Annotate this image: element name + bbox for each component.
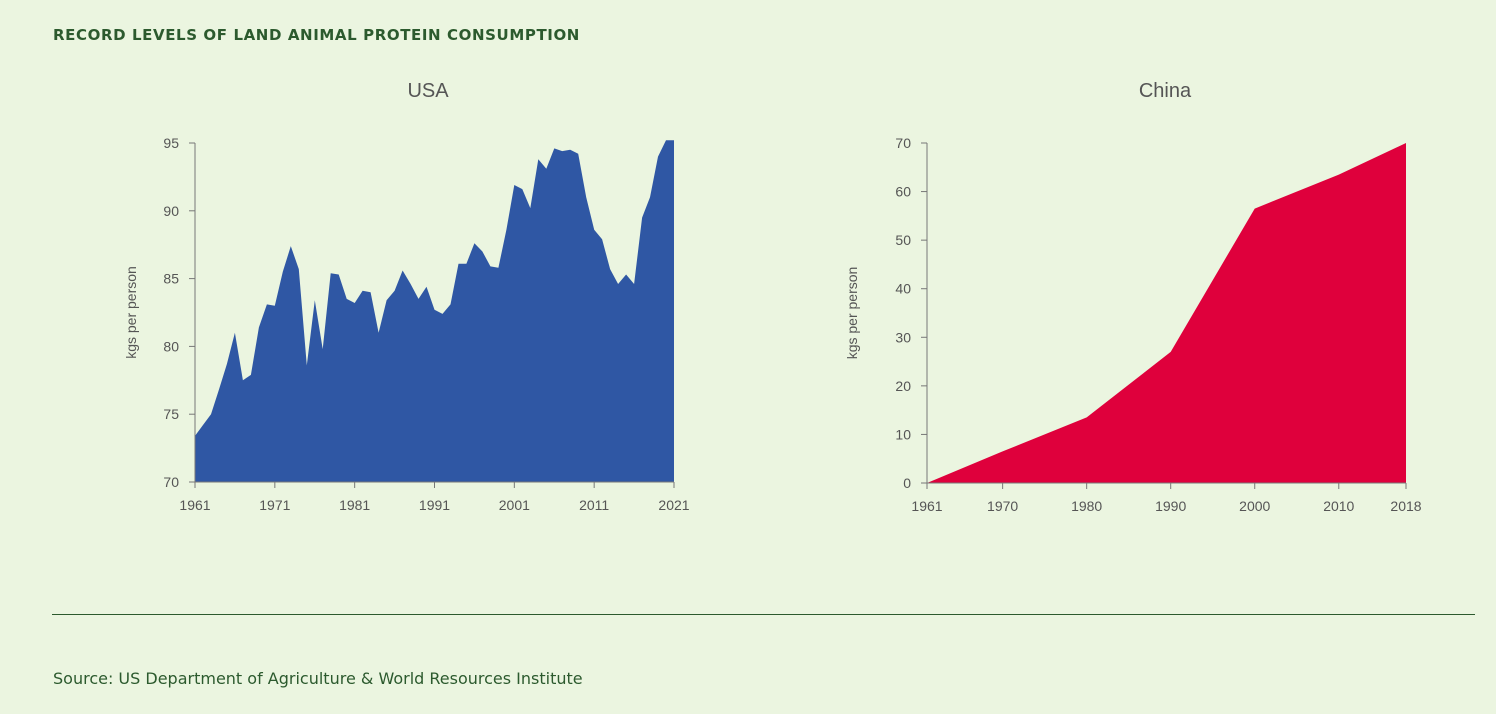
china-x-tick-label: 1970 [987, 498, 1018, 514]
usa-x-tick-label: 1991 [419, 497, 450, 513]
usa-y-tick-label: 80 [163, 338, 179, 354]
usa-chart-title: USA [407, 80, 449, 102]
china-y-tick-label: 10 [895, 426, 911, 442]
china-y-tick-label: 60 [895, 184, 911, 200]
china-area-series [927, 143, 1406, 483]
usa-y-tick-label: 75 [163, 406, 179, 422]
usa-x-tick-label: 2021 [658, 497, 689, 513]
china-y-tick-label: 20 [895, 378, 911, 394]
china-y-axis-label: kgs per person [844, 267, 860, 360]
china-x-tick-label: 2010 [1323, 498, 1354, 514]
page-title: RECORD LEVELS OF LAND ANIMAL PROTEIN CON… [53, 26, 580, 44]
china-x-tick-label: 1980 [1071, 498, 1102, 514]
usa-y-tick-label: 95 [163, 135, 179, 151]
china-y-tick-label: 30 [895, 329, 911, 345]
china-x-tick-label: 2000 [1239, 498, 1270, 514]
usa-y-tick-label: 85 [163, 271, 179, 287]
usa-x-tick-label: 1961 [179, 497, 210, 513]
china-chart-title: China [1139, 80, 1192, 102]
china-chart: China kgs per person 0 10 20 30 40 50 60 70 1961 19… [844, 80, 1422, 514]
usa-x-tick-label: 1971 [259, 497, 290, 513]
china-y-tick-label: 40 [895, 281, 911, 297]
usa-x-tick-label: 2001 [499, 497, 530, 513]
footer-divider [52, 614, 1475, 615]
china-x-tick-label: 2018 [1390, 498, 1421, 514]
china-y-tick-label: 50 [895, 232, 911, 248]
usa-x-tick-label: 1981 [339, 497, 370, 513]
usa-chart: USA kgs per person 70 75 80 85 90 95 1961 1971 198… [123, 80, 690, 513]
usa-y-axis-label: kgs per person [123, 266, 139, 359]
china-x-tick-label: 1961 [911, 498, 942, 514]
usa-area-series [195, 140, 674, 483]
usa-y-tick-label: 70 [163, 474, 179, 490]
usa-y-tick-label: 90 [163, 203, 179, 219]
china-x-tick-label: 1990 [1155, 498, 1186, 514]
china-y-tick-label: 0 [903, 475, 911, 491]
source-note: Source: US Department of Agriculture & W… [53, 669, 583, 688]
china-y-tick-label: 70 [895, 135, 911, 151]
usa-x-tick-label: 2011 [579, 497, 609, 513]
